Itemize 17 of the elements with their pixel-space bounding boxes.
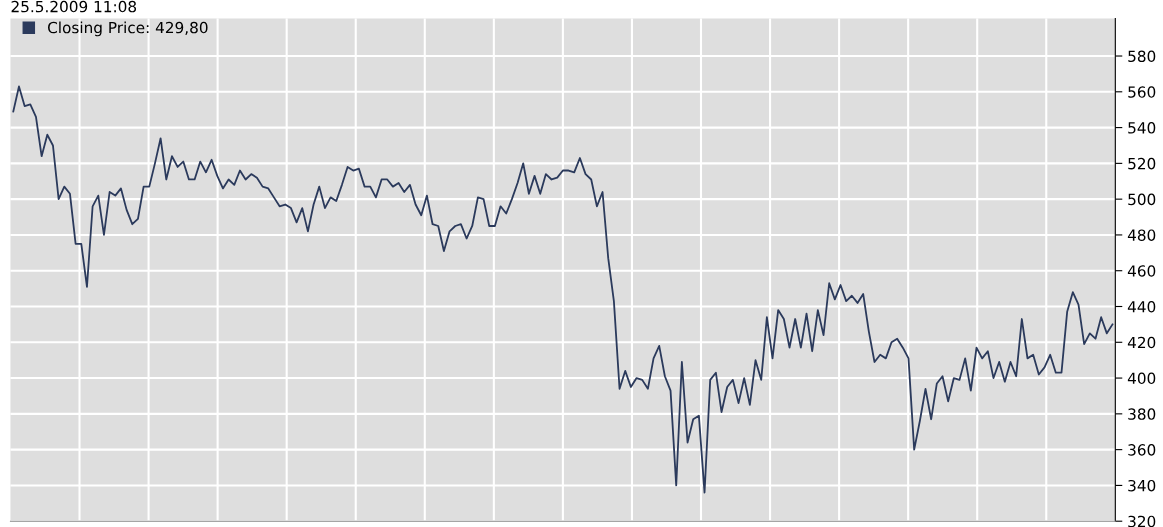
y-tick-label: 560 bbox=[1128, 86, 1156, 98]
legend-label: Closing Price: 429,80 bbox=[47, 21, 208, 37]
y-tick-label: 380 bbox=[1128, 408, 1156, 420]
y-tick-label: 540 bbox=[1128, 122, 1156, 134]
y-tick-label: 520 bbox=[1128, 157, 1156, 170]
y-tick-label: 340 bbox=[1128, 479, 1156, 492]
y-tick-label: 440 bbox=[1127, 300, 1156, 313]
y-tick-label: 420 bbox=[1127, 336, 1156, 349]
y-tick-label: 360 bbox=[1128, 444, 1156, 456]
chart-title: 25.5.2009 11:08 bbox=[11, 0, 137, 13]
y-tick-label: 480 bbox=[1127, 229, 1156, 241]
y-tick-label: 460 bbox=[1127, 265, 1156, 277]
line-series bbox=[12, 85, 1114, 494]
y-tick-label: 580 bbox=[1128, 50, 1156, 63]
y-tick-label: 400 bbox=[1127, 372, 1156, 385]
y-tick-label: 500 bbox=[1128, 193, 1156, 206]
y-tick-label: 320 bbox=[1128, 515, 1156, 527]
